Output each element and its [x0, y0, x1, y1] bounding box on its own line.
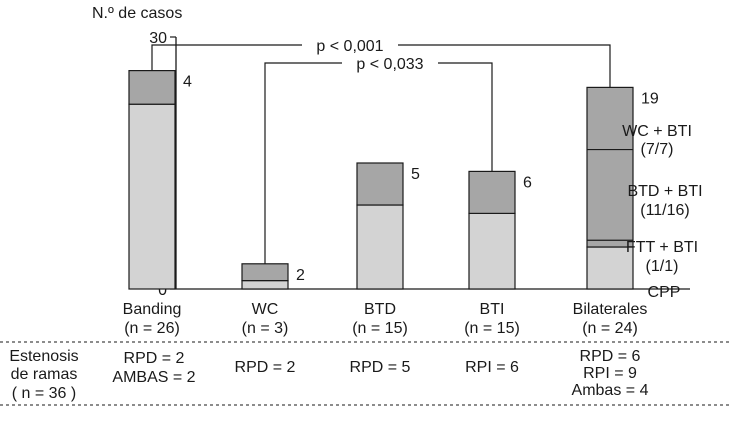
bar-upper-segment [586, 86, 634, 248]
bar-value-label: 4 [183, 74, 192, 91]
bar-value-label: 19 [641, 90, 659, 107]
bar-lower-segment [356, 204, 404, 290]
category-label: Banding [123, 301, 182, 318]
labels: 4 Banding (n = 26) 2 WC (n = 3) 5 BTD (n = 15) 6 B… [123, 74, 703, 337]
category-n-label: (n = 24) [582, 320, 638, 337]
x-axis-label: CPP [648, 284, 681, 301]
category-n-label: (n = 15) [464, 320, 520, 337]
category-n-label: (n = 26) [124, 320, 180, 337]
stenosis-header-line: Estenosis [9, 348, 78, 365]
bilateral-annotation: WC + BTI [622, 123, 692, 140]
stenosis-header-line: de ramas [11, 366, 78, 383]
stenosis-value: RPD = 2 [124, 350, 185, 367]
bilateral-annotation: BTD + BTI [627, 183, 702, 200]
bar-value-label: 2 [296, 267, 305, 284]
category-n-label: (n = 3) [242, 320, 289, 337]
stenosis-value: RPD = 5 [350, 359, 411, 376]
stenosis-header-line: ( n = 36 ) [12, 385, 76, 402]
stenosis-value: RPI = 6 [465, 359, 519, 376]
bar-value-label: 6 [523, 174, 532, 191]
y-axis-label: N.º de casos [92, 5, 182, 22]
category-label: BTI [480, 301, 505, 318]
bar-upper-segment [356, 162, 404, 206]
bar-value-label: 5 [411, 166, 420, 183]
bilateral-annotation: FTT + BTI [626, 239, 698, 256]
y-tick-label: 30 [149, 30, 167, 47]
bar-upper-segment [128, 69, 176, 105]
significance-bracket [151, 44, 611, 88]
category-label: BTD [364, 301, 396, 318]
stenosis-value: RPI = 9 [583, 365, 637, 382]
significance-bracket [264, 62, 493, 264]
category-label: Bilaterales [573, 301, 648, 318]
stenosis-value: Ambas = 4 [572, 382, 649, 399]
category-label: WC [252, 301, 279, 318]
bar-upper-segment [241, 263, 289, 282]
p-value-label: p < 0,033 [356, 56, 423, 73]
bar-lower-segment [128, 103, 176, 290]
bars [128, 69, 634, 290]
category-n-label: (n = 15) [352, 320, 408, 337]
stenosis-value: RPD = 6 [580, 348, 641, 365]
bilateral-annotation: (1/1) [646, 258, 679, 275]
bilateral-annotation: (7/7) [641, 141, 674, 158]
bar-lower-segment [468, 212, 516, 290]
bar-upper-segment [468, 170, 516, 214]
stenosis-value: RPD = 2 [235, 359, 296, 376]
p-value-label: p < 0,001 [316, 38, 383, 55]
y-tick-label: 0 [158, 282, 167, 299]
stenosis-value: AMBAS = 2 [112, 369, 195, 386]
bilateral-annotation: (11/16) [640, 202, 690, 219]
bar-lower-segment [241, 280, 289, 290]
bar-lower-segment [586, 246, 634, 290]
